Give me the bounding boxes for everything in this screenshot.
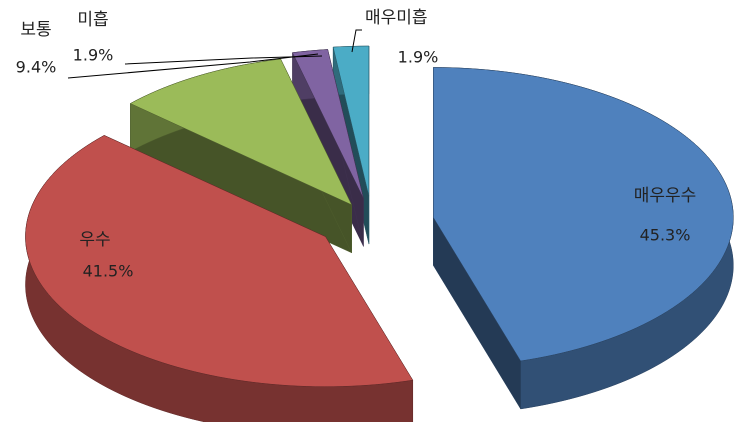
value-label: 41.5% <box>83 262 134 281</box>
slice-top <box>129 58 353 206</box>
value-label: 45.3% <box>640 226 691 245</box>
leader-line <box>351 29 362 53</box>
slice <box>433 67 734 410</box>
value-label: 1.9% <box>398 48 439 67</box>
category-label: 매우미흡 <box>365 8 428 28</box>
category-label: 매우우수 <box>634 186 697 206</box>
slice <box>25 134 414 422</box>
slice <box>129 58 353 254</box>
value-label: 1.9% <box>73 46 114 65</box>
slice-top <box>25 135 414 387</box>
slice-top <box>332 45 370 197</box>
category-label: 미흡 <box>77 10 108 30</box>
slice-top <box>292 49 364 199</box>
labels: 매우우수 45.3% 우수 41.5% 보통 9.4% 미흡 1.9% 매우미흡 1.9% <box>16 8 697 281</box>
category-label: 우수 <box>79 230 110 250</box>
leader-line <box>124 55 323 65</box>
value-label: 9.4% <box>16 58 57 77</box>
slice-top <box>433 67 734 362</box>
pie <box>25 45 734 422</box>
category-label: 보통 <box>20 20 51 40</box>
